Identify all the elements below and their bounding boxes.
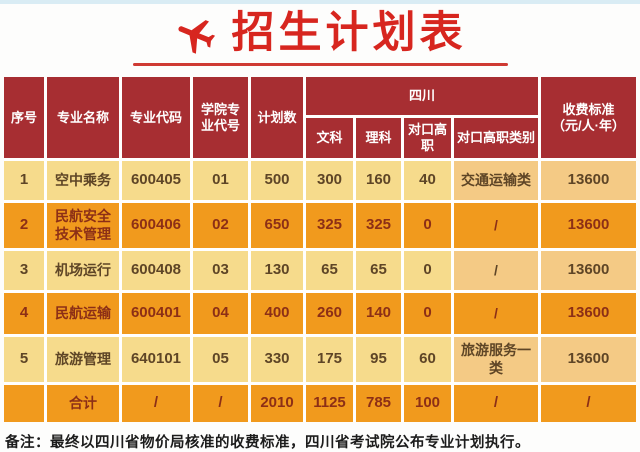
header-college-code: 学院专业代号 — [193, 77, 248, 159]
row4-vocational: 0 — [404, 293, 451, 335]
header-major: 专业名称 — [47, 77, 119, 159]
row3-plan: 130 — [251, 251, 303, 291]
header-fee: 收费标准 （元/人·年） — [541, 77, 636, 159]
title-underline — [132, 63, 508, 67]
total-row-liberal-arts: 1125 — [306, 385, 353, 423]
row3-vocational-type: / — [454, 251, 538, 291]
row3-science: 65 — [356, 251, 401, 291]
row1-major: 空中乘务 — [47, 161, 119, 201]
header-vocational-type: 对口高职类别 — [454, 118, 538, 159]
row3-major: 机场运行 — [47, 251, 119, 291]
row4-major: 民航运输 — [47, 293, 119, 335]
top-strip — [0, 0, 640, 4]
total-row-seq — [4, 385, 44, 423]
row5-major: 旅游管理 — [47, 337, 119, 383]
row1-plan: 500 — [251, 161, 303, 201]
row4-seq: 4 — [4, 293, 44, 335]
total-row-code: / — [122, 385, 190, 423]
row2-code: 600406 — [122, 203, 190, 249]
header-science: 理科 — [356, 118, 401, 159]
row5-college-code: 05 — [193, 337, 248, 383]
row4-code: 600401 — [122, 293, 190, 335]
title-block: 招生计划表 — [0, 9, 640, 67]
row5-liberal-arts: 175 — [306, 337, 353, 383]
row4-liberal-arts: 260 — [306, 293, 353, 335]
row1-vocational-type: 交通运输类 — [454, 161, 538, 201]
total-row-label: 合计 — [47, 385, 119, 423]
row2-science: 325 — [356, 203, 401, 249]
page-title: 招生计划表 — [231, 9, 467, 57]
row3-vocational: 0 — [404, 251, 451, 291]
row1-code: 600405 — [122, 161, 190, 201]
header-fee-line1: 收费标准 — [562, 101, 615, 117]
row3-fee: 13600 — [541, 251, 636, 291]
total-row-plan: 2010 — [251, 385, 303, 423]
row2-vocational-type: / — [454, 203, 538, 249]
row1-science: 160 — [356, 161, 401, 201]
airplane-icon — [167, 5, 224, 62]
total-row-vocational-type: / — [454, 385, 538, 423]
header-fee-line2: （元/人·年） — [552, 117, 625, 133]
row4-college-code: 04 — [193, 293, 248, 335]
row2-vocational: 0 — [404, 203, 451, 249]
row1-fee: 13600 — [541, 161, 636, 201]
total-row-vocational: 100 — [404, 385, 451, 423]
row2-college-code: 02 — [193, 203, 248, 249]
row4-vocational-type: / — [454, 293, 538, 335]
row5-vocational: 60 — [404, 337, 451, 383]
row3-code: 600408 — [122, 251, 190, 291]
header-province-group: 四川 — [306, 77, 538, 116]
total-row-college-code: / — [193, 385, 248, 423]
row1-liberal-arts: 300 — [306, 161, 353, 201]
header-seq: 序号 — [4, 77, 44, 159]
row2-seq: 2 — [4, 203, 44, 249]
row2-plan: 650 — [251, 203, 303, 249]
enrollment-plan-table: 序号 专业名称 专业代码 学院专业代号 计划数 四川 收费标准 （元/人·年） … — [4, 77, 636, 423]
header-plan: 计划数 — [251, 77, 303, 159]
row5-vocational-type: 旅游服务一类 — [454, 337, 538, 383]
header-vocational: 对口高职 — [404, 118, 451, 159]
row1-seq: 1 — [4, 161, 44, 201]
total-row-science: 785 — [356, 385, 401, 423]
row4-science: 140 — [356, 293, 401, 335]
row2-fee: 13600 — [541, 203, 636, 249]
header-liberal-arts: 文科 — [306, 118, 353, 159]
row3-liberal-arts: 65 — [306, 251, 353, 291]
row2-major: 民航安全技术管理 — [47, 203, 119, 249]
row5-science: 95 — [356, 337, 401, 383]
row5-seq: 5 — [4, 337, 44, 383]
row5-code: 640101 — [122, 337, 190, 383]
footnote: 备注：最终以四川省物价局核准的收费标准，四川省考试院公布专业计划执行。 — [5, 435, 530, 452]
row1-college-code: 01 — [193, 161, 248, 201]
row4-fee: 13600 — [541, 293, 636, 335]
header-code: 专业代码 — [122, 77, 190, 159]
row4-plan: 400 — [251, 293, 303, 335]
row3-college-code: 03 — [193, 251, 248, 291]
row2-liberal-arts: 325 — [306, 203, 353, 249]
row5-fee: 13600 — [541, 337, 636, 383]
total-row-fee: / — [541, 385, 636, 423]
row3-seq: 3 — [4, 251, 44, 291]
row1-vocational: 40 — [404, 161, 451, 201]
row5-plan: 330 — [251, 337, 303, 383]
